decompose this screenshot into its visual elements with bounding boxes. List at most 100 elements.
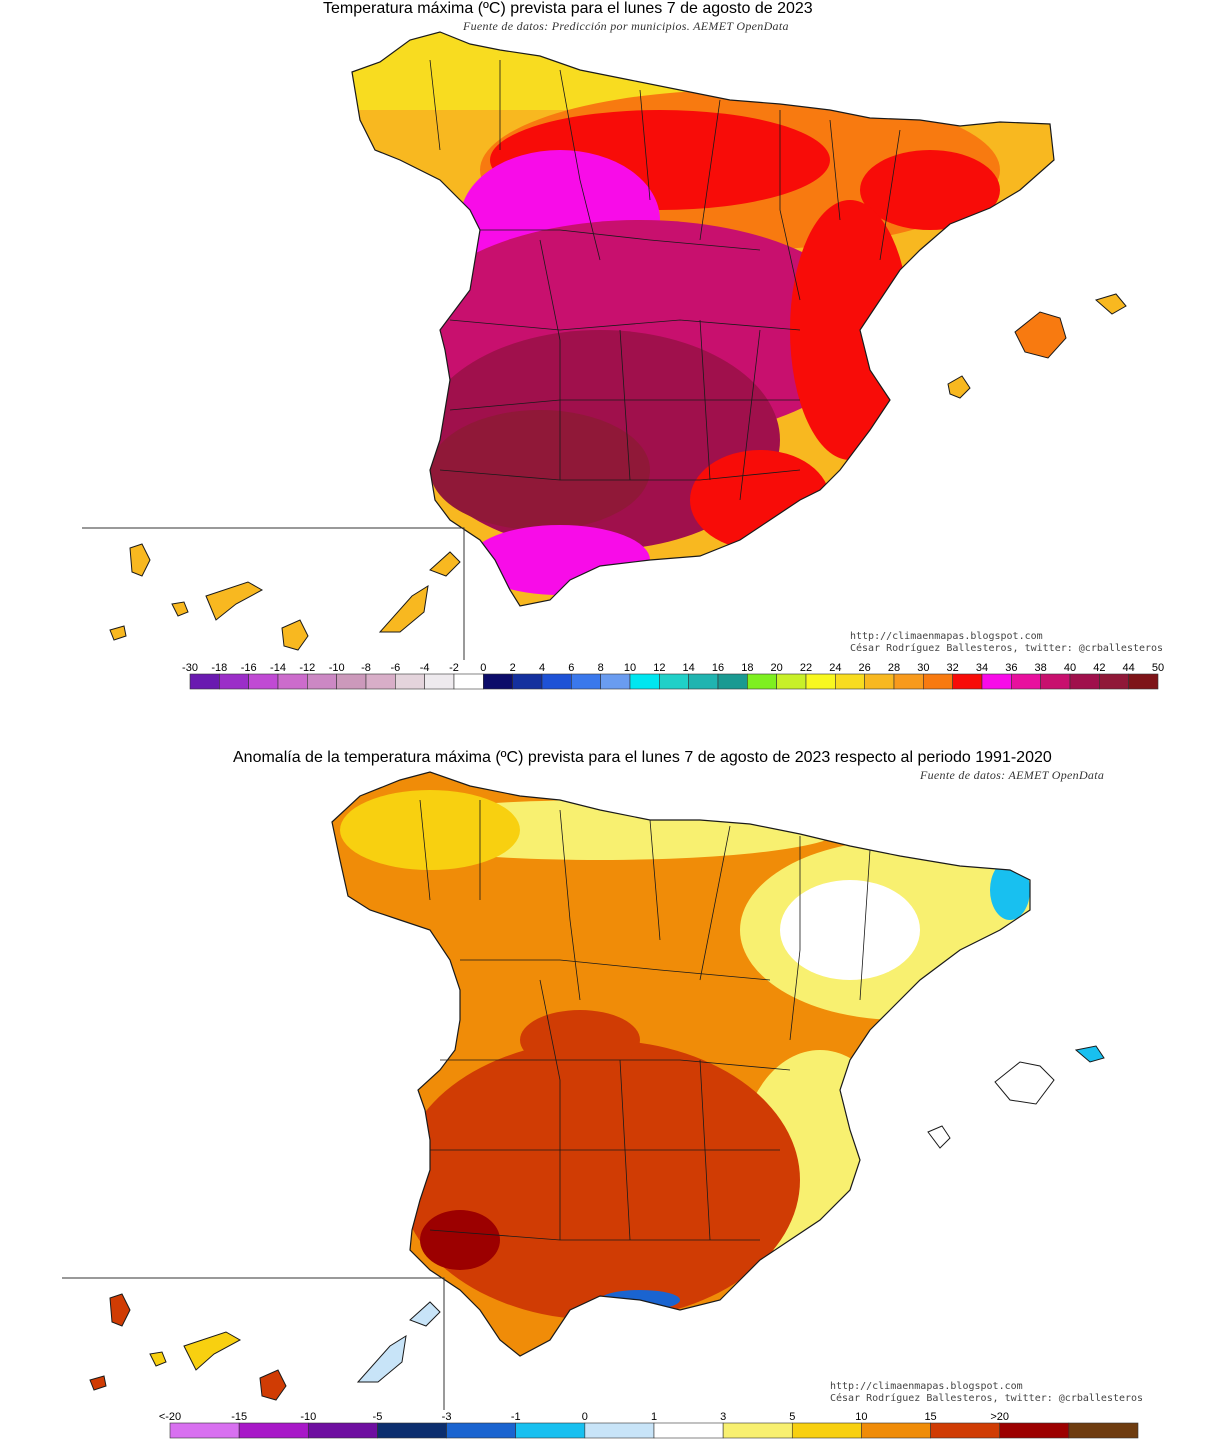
map1-scale-swatch	[893, 673, 924, 690]
map2-peninsula-map	[62, 771, 1105, 1410]
map1-subtitle: Fuente de datos: Predicción por municipi…	[463, 19, 789, 33]
map1-scale-tick-label: 22	[800, 662, 812, 674]
map2-credit: http://climaenmapas.blogspot.com César R…	[830, 1381, 1143, 1405]
map1-scale-tick-label: 28	[888, 662, 900, 674]
map1-scale-swatch	[424, 673, 455, 690]
map1-scale-tick-label: -30	[182, 662, 198, 674]
map1-scale-tick-label: -18	[211, 662, 227, 674]
map1-scale-tick-label: -2	[449, 662, 459, 674]
map1-scale-tick-label: 30	[917, 662, 929, 674]
map2-scale-tick-label: >20	[990, 1411, 1009, 1423]
map2-title: Anomalía de la temperatura máxima (ºC) p…	[233, 749, 1052, 766]
map1-scale-swatch	[512, 673, 543, 690]
map1-scale-tick-label: 24	[829, 662, 841, 674]
map1-scale-tick-label: -12	[299, 662, 315, 674]
map2-scale-swatch	[238, 1422, 309, 1439]
map1-scale-swatch	[395, 673, 425, 690]
map1-scale-tick-label: 38	[1035, 662, 1047, 674]
map2-scale-swatch	[515, 1422, 586, 1439]
map1-scale-tick-label: 40	[1064, 662, 1076, 674]
map2-scale-swatch	[307, 1422, 378, 1439]
map2-color-scale: <-20 -15 -10 -5 -3 -1 0 1 3 5 10 15 >20	[159, 1411, 1139, 1439]
map1-scale-swatch	[747, 673, 777, 690]
map1-scale-tick-label: -10	[329, 662, 345, 674]
map1-scale-tick-label: 0	[480, 662, 486, 674]
map2-scale-tick-label: 10	[855, 1411, 867, 1423]
map1-credit-author: César Rodríguez Ballesteros, twitter: @c…	[850, 643, 1164, 654]
map1-scale-swatch	[659, 673, 689, 690]
map2-scale-tick-label: -15	[231, 1411, 247, 1423]
map1-scale-swatch	[1040, 673, 1071, 690]
map1-scale-swatch	[805, 673, 836, 690]
map1-credit-url[interactable]: http://climaenmapas.blogspot.com	[850, 631, 1043, 642]
map1-scale-tick-label: 26	[859, 662, 871, 674]
map1-scale-swatch	[1011, 673, 1041, 690]
map1-scale-swatch	[717, 673, 748, 690]
map2-subtitle: Fuente de datos: AEMET OpenData	[920, 768, 1105, 782]
map1-scale-tick-label: 44	[1123, 662, 1135, 674]
map1-scale-tick-label: 20	[771, 662, 783, 674]
map2-scale-swatch	[861, 1422, 931, 1439]
map1-scale-swatch	[864, 673, 895, 690]
map1-scale-tick-label: 42	[1093, 662, 1105, 674]
map2-scale-tick-label: 0	[582, 1411, 588, 1423]
map1-scale-swatch	[336, 673, 367, 690]
map1-scale-tick-label: -14	[270, 662, 286, 674]
map2-scale-tick-label: -10	[300, 1411, 316, 1423]
map1-color-scale: -30 -18 -16 -14 -12 -10 -8 -6 -4 -2 0 2 4 6 8 10 12 14 16 1…	[182, 662, 1164, 690]
map2-scale-tick-label: -1	[511, 1411, 521, 1423]
map1-scale-swatch	[688, 673, 719, 690]
map2-scale-swatch	[999, 1422, 1070, 1439]
map2-scale-swatch	[722, 1422, 793, 1439]
map1-scale-swatch	[307, 673, 337, 690]
map1-scale-swatch	[981, 673, 1012, 690]
map1-scale-swatch	[277, 673, 308, 690]
map1-scale-swatch	[571, 673, 601, 690]
map1-scale-swatch	[453, 673, 484, 690]
map1-scale-swatch	[541, 673, 572, 690]
map1-scale-tick-label: -8	[361, 662, 371, 674]
map2-scale-tick-label: <-20	[159, 1411, 181, 1423]
map2-scale-tick-label: -5	[373, 1411, 383, 1423]
map1-credit: http://climaenmapas.blogspot.com César R…	[850, 631, 1163, 655]
map1-scale-tick-label: 8	[598, 662, 604, 674]
map1-scale-tick-label: -4	[420, 662, 430, 674]
map1-scale-tick-label: -6	[390, 662, 400, 674]
map1-scale-tick-label: 10	[624, 662, 636, 674]
map2-scale-tick-label: 1	[651, 1411, 657, 1423]
map1-scale-tick-label: 2	[510, 662, 516, 674]
map1-scale-tick-label: -16	[241, 662, 257, 674]
map1-scale-tick-label: 14	[683, 662, 695, 674]
map2-credit-url[interactable]: http://climaenmapas.blogspot.com	[830, 1381, 1023, 1392]
map1-scale-tick-label: 16	[712, 662, 724, 674]
map1-scale-tick-label: 36	[1005, 662, 1017, 674]
map1-scale-swatch	[219, 673, 249, 690]
map2-scale-swatch	[930, 1422, 1001, 1439]
map1-scale-tick-label: 4	[539, 662, 545, 674]
map1-scale-swatch	[1069, 673, 1100, 690]
map1-scale-tick-label: 32	[947, 662, 959, 674]
map2-scale-tick-label: -3	[442, 1411, 452, 1423]
map2-scale-tick-label: 15	[924, 1411, 936, 1423]
map2-scale-swatch	[446, 1422, 517, 1439]
map1-scale-tick-label: 12	[653, 662, 665, 674]
map1-scale-swatch	[1099, 673, 1129, 690]
map2-scale-swatch	[169, 1422, 240, 1439]
map1-scale-swatch	[600, 673, 631, 690]
map1-scale-tick-label: 6	[568, 662, 574, 674]
map1-scale-tick-label: 18	[741, 662, 753, 674]
map1-scale-swatch	[248, 673, 279, 690]
map2-credit-author: César Rodríguez Ballesteros, twitter: @c…	[830, 1393, 1144, 1404]
map1-scale-swatch	[952, 673, 983, 690]
map1-scale-tick-label: 50	[1152, 662, 1164, 674]
map1-scale-swatch	[1128, 673, 1159, 690]
map1-scale-swatch	[835, 673, 865, 690]
map1-scale-swatch	[776, 673, 807, 690]
map2-scale-tick-label: 5	[789, 1411, 795, 1423]
map1-title: Temperatura máxima (ºC) prevista para el…	[323, 0, 813, 17]
map1-scale-tick-label: 34	[976, 662, 988, 674]
map1-scale-swatch	[365, 673, 396, 690]
map2-scale-swatch	[791, 1422, 862, 1439]
map1-scale-swatch	[923, 673, 953, 690]
map2-scale-tick-label: 3	[720, 1411, 726, 1423]
